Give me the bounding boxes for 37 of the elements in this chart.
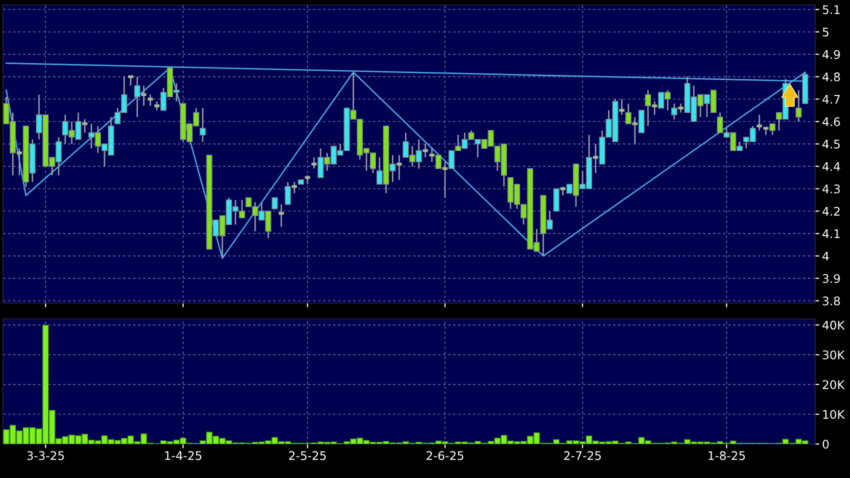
candlestick (796, 89, 802, 122)
candlestick (769, 123, 776, 136)
y-tick-label: 3.8 (822, 296, 840, 306)
candlestick (200, 107, 206, 142)
x-tick-label: 3-3-25 (27, 451, 64, 460)
x-tick-label: 2-7-25 (564, 451, 601, 460)
y-tick-label: 4.2 (822, 206, 840, 216)
y-tick-label: 4.3 (822, 184, 840, 194)
candlestick (134, 76, 140, 118)
y-tick-label: 4.9 (822, 50, 840, 59)
y-tick-label: 4.8 (822, 72, 840, 82)
y-tick-label: 4.5 (822, 140, 840, 149)
y-tick-label: 4 (822, 252, 829, 260)
candlestick (638, 110, 645, 134)
y-tick-label: 5 (822, 28, 828, 37)
y-tick-label: 30K (822, 350, 845, 360)
y-tick-label: 3.9 (822, 274, 840, 284)
candlestick (553, 188, 560, 212)
x-tick-label: 1-8-25 (708, 451, 745, 460)
candlestick (284, 181, 291, 206)
candlestick (272, 197, 278, 210)
y-tick-label: 4.6 (822, 117, 840, 126)
candlestick (625, 102, 632, 124)
y-tick-label: 0 (822, 440, 829, 449)
candlestick (671, 102, 678, 120)
candlestick (435, 154, 442, 169)
x-tick-label: 2-5-25 (289, 451, 326, 460)
y-tick-label: 20K (822, 380, 845, 390)
y-tick-label: 4.7 (822, 94, 840, 104)
y-tick-label: 4.1 (822, 229, 840, 238)
candlestick (644, 89, 652, 127)
x-tick-label: 2-6-25 (426, 451, 464, 460)
x-tick-label: 1-4-25 (165, 451, 202, 460)
y-tick-label: 5.1 (822, 5, 840, 14)
y-tick-label: 10K (823, 410, 845, 419)
y-tick-label: 40K (822, 320, 845, 330)
y-tick-label: 4.4 (822, 162, 840, 171)
